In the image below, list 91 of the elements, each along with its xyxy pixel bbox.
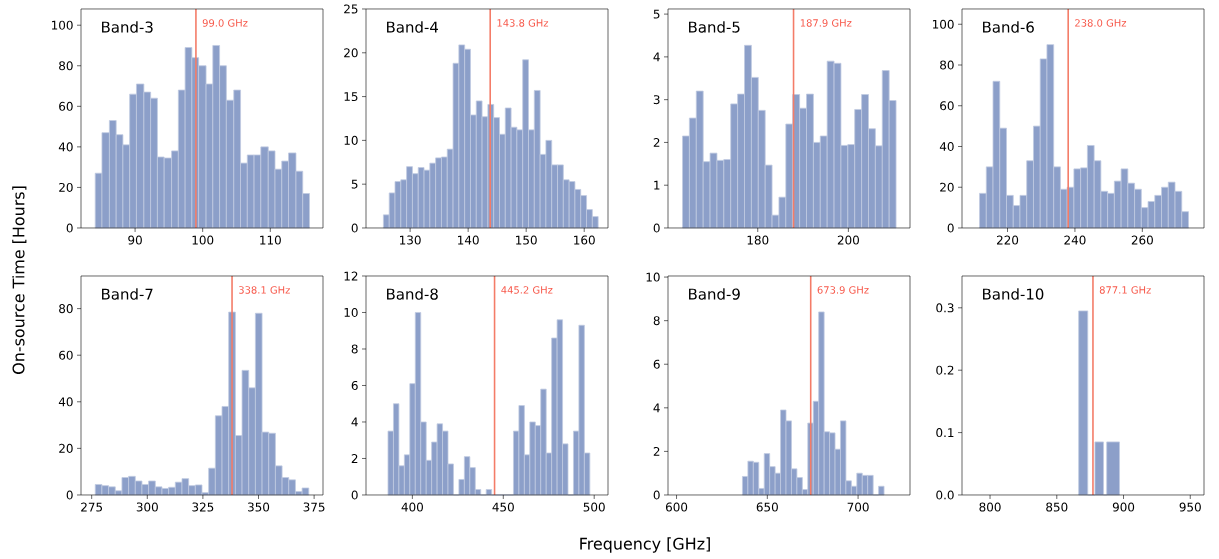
- x-tick-label: 150: [516, 235, 537, 245]
- x-tick-label: 800: [979, 502, 1001, 512]
- y-tick-label: 0: [66, 490, 73, 500]
- y-tick-label: 2: [351, 454, 358, 463]
- y-tick-label: 15: [344, 92, 358, 102]
- y-tick-label: 40: [58, 142, 73, 152]
- text: Band-4: [387, 21, 439, 33]
- ref-line-label: 877.1 GHz: [1099, 286, 1151, 294]
- text: Band-3: [102, 21, 153, 33]
- x-axis-title: Frequency [GHz]: [580, 537, 710, 553]
- x-tick-label: 140: [458, 235, 479, 245]
- x-tick-label: 325: [192, 502, 214, 512]
- y-tick-label: 80: [940, 60, 954, 70]
- y-tick-label: 10: [344, 135, 358, 145]
- x-tick-label: 300: [136, 502, 158, 512]
- y-tick-label: 4: [653, 52, 660, 62]
- y-tick-label: 25: [344, 4, 358, 14]
- x-tick-label: 90: [128, 235, 142, 245]
- y-tick-label: 0.0: [936, 490, 954, 500]
- ref-line-label: 673.9 GHz: [817, 286, 869, 294]
- x-tick-label: 350: [248, 502, 270, 512]
- y-tick-label: 80: [59, 61, 73, 71]
- ref-line-label: 338.1 GHz: [239, 286, 290, 294]
- ref-line-label: 143.8 GHz: [497, 19, 549, 27]
- text: Band-8: [387, 288, 438, 300]
- x-tick-label: 700: [847, 502, 869, 512]
- ref-line-label: 238.0 GHz: [1075, 19, 1127, 27]
- y-tick-label: 60: [59, 101, 73, 111]
- y-tick-label: 3: [653, 95, 660, 105]
- y-tick-label: 6: [351, 380, 358, 391]
- text: Band-10: [983, 288, 1044, 300]
- x-tick-label: 240: [1064, 235, 1086, 245]
- x-tick-label: 950: [1179, 502, 1201, 512]
- y-tick-label: 0: [66, 223, 73, 233]
- x-tick-label: 500: [583, 502, 605, 512]
- y-axis-title: On-source Time [Hours]: [12, 186, 27, 374]
- y-tick-label: 60: [940, 101, 954, 111]
- x-tick-label: 600: [665, 502, 688, 512]
- y-tick-label: 20: [59, 443, 73, 453]
- x-tick-label: 200: [837, 235, 859, 245]
- y-tick-label: 2: [653, 446, 660, 456]
- x-tick-label: 375: [303, 502, 325, 512]
- y-tick-label: 20: [344, 48, 358, 58]
- ref-line-label: 445.2 GHz: [501, 286, 553, 294]
- x-tick-label: 100: [192, 235, 214, 245]
- y-tick-label: 5: [351, 179, 358, 189]
- y-tick-label: 80: [59, 304, 73, 314]
- text: Band-6: [983, 21, 1034, 33]
- y-tick-label: 0: [653, 490, 660, 500]
- y-tick-label: 100: [51, 20, 73, 30]
- text: Band-9: [689, 288, 740, 300]
- x-tick-label: 160: [574, 235, 595, 245]
- y-tick-label: 60: [59, 350, 73, 360]
- y-tick-label: 20: [59, 182, 73, 192]
- y-tick-label: 20: [940, 182, 954, 192]
- x-tick-label: 275: [81, 502, 103, 512]
- y-tick-label: 8: [653, 316, 660, 326]
- y-tick-label: 100: [932, 19, 954, 29]
- ref-line-label: 99.0 GHz: [202, 19, 248, 27]
- y-tick-label: 0: [653, 223, 660, 233]
- y-tick-label: 6: [653, 359, 660, 369]
- y-tick-label: 8: [351, 344, 358, 354]
- y-tick-label: 12: [344, 271, 358, 281]
- y-tick-label: 4: [351, 417, 358, 427]
- x-tick-label: 900: [1112, 502, 1135, 512]
- x-tick-label: 450: [492, 502, 514, 512]
- y-tick-label: 40: [58, 397, 73, 407]
- y-tick-label: 0: [351, 223, 358, 233]
- y-tick-label: 0: [351, 490, 358, 500]
- y-tick-label: 10: [646, 272, 660, 282]
- x-tick-label: 220: [996, 235, 1019, 245]
- y-tick-label: 0.3: [936, 303, 954, 313]
- x-tick-label: 650: [756, 502, 778, 512]
- ref-line-label: 187.9 GHz: [800, 19, 852, 27]
- y-tick-label: 0: [947, 223, 954, 233]
- y-tick-label: 0.1: [936, 428, 954, 438]
- x-tick-label: 130: [400, 235, 421, 245]
- y-tick-label: 10: [344, 307, 358, 318]
- text: Band-5: [689, 21, 740, 33]
- y-tick-label: 0.2: [936, 365, 954, 375]
- x-tick-label: 400: [401, 502, 423, 512]
- x-tick-label: 260: [1131, 235, 1153, 245]
- x-tick-label: 850: [1046, 502, 1068, 512]
- y-tick-label: 2: [653, 138, 660, 147]
- y-tick-label: 40: [939, 141, 954, 152]
- y-tick-label: 5: [653, 9, 660, 19]
- y-tick-label: 4: [653, 403, 660, 413]
- text: Band-7: [102, 288, 153, 300]
- x-tick-label: 180: [747, 235, 769, 245]
- x-tick-label: 110: [260, 235, 281, 245]
- y-tick-label: 1: [654, 180, 660, 190]
